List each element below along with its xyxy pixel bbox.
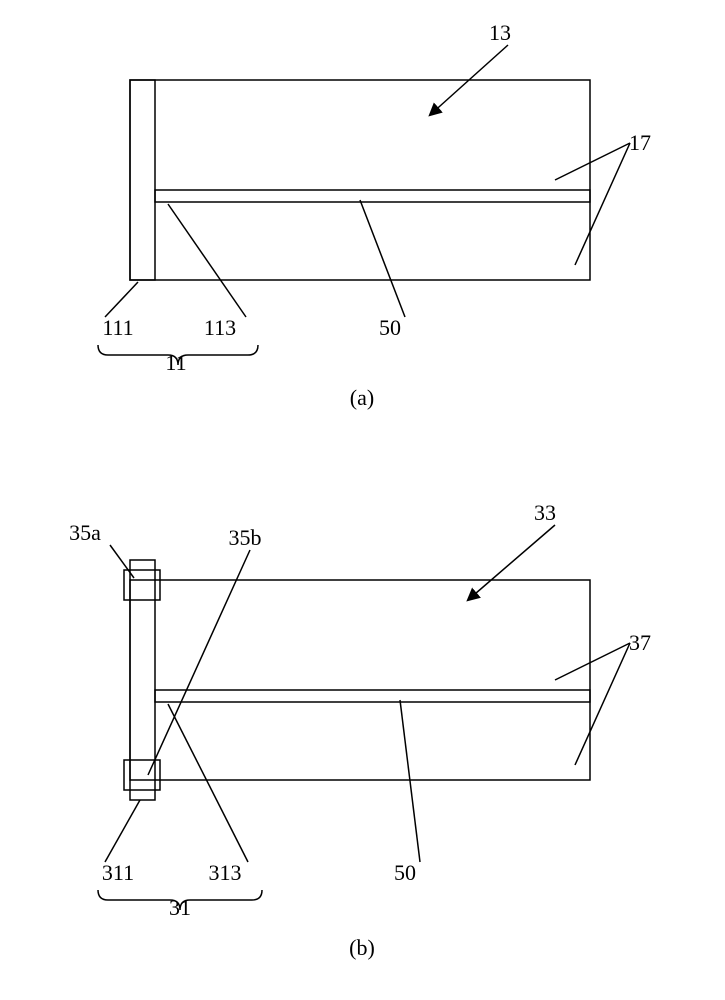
figB-outer-rect — [130, 580, 590, 780]
figA-label-111: 111 — [102, 315, 133, 340]
figB-leader-37a — [555, 643, 630, 680]
figB-label-313: 313 — [209, 860, 242, 885]
diagram-canvas: 13 17 111 113 50 11 (a) 35a 35b 33 37 311 313 50 31 (b) — [0, 0, 725, 1000]
figA-label-113: 113 — [204, 315, 236, 340]
figB-caption: (b) — [349, 935, 375, 960]
figB-leader-35b — [148, 550, 250, 775]
figB-label-50: 50 — [394, 860, 416, 885]
figB-label-311: 311 — [102, 860, 134, 885]
figB-label-37: 37 — [629, 630, 651, 655]
figB-label-35b: 35b — [229, 525, 262, 550]
figB-label-33: 33 — [534, 500, 556, 525]
figB-label-35a: 35a — [69, 520, 101, 545]
figA-label-11: 11 — [165, 350, 186, 375]
figB-leader-33 — [468, 525, 555, 600]
figA-leader-113 — [168, 204, 246, 317]
figA-label-17: 17 — [629, 130, 651, 155]
figB-vertical-bar — [130, 560, 155, 800]
figA-leader-17a — [555, 143, 630, 180]
figA-leader-17b — [575, 143, 630, 265]
figA-caption: (a) — [350, 385, 374, 410]
figB-leader-311 — [105, 800, 140, 862]
figB-leader-313 — [168, 704, 248, 862]
figA-leader-50 — [360, 200, 405, 317]
figA-label-50: 50 — [379, 315, 401, 340]
figB-slot — [155, 690, 590, 702]
figB-leader-37b — [575, 643, 630, 765]
figB-leader-50 — [400, 700, 420, 862]
figB-label-31: 31 — [169, 895, 191, 920]
figA-leader-111 — [105, 282, 138, 317]
figA-vertical-bar — [130, 80, 155, 280]
figA-label-13: 13 — [489, 20, 511, 45]
figA-slot — [155, 190, 590, 202]
